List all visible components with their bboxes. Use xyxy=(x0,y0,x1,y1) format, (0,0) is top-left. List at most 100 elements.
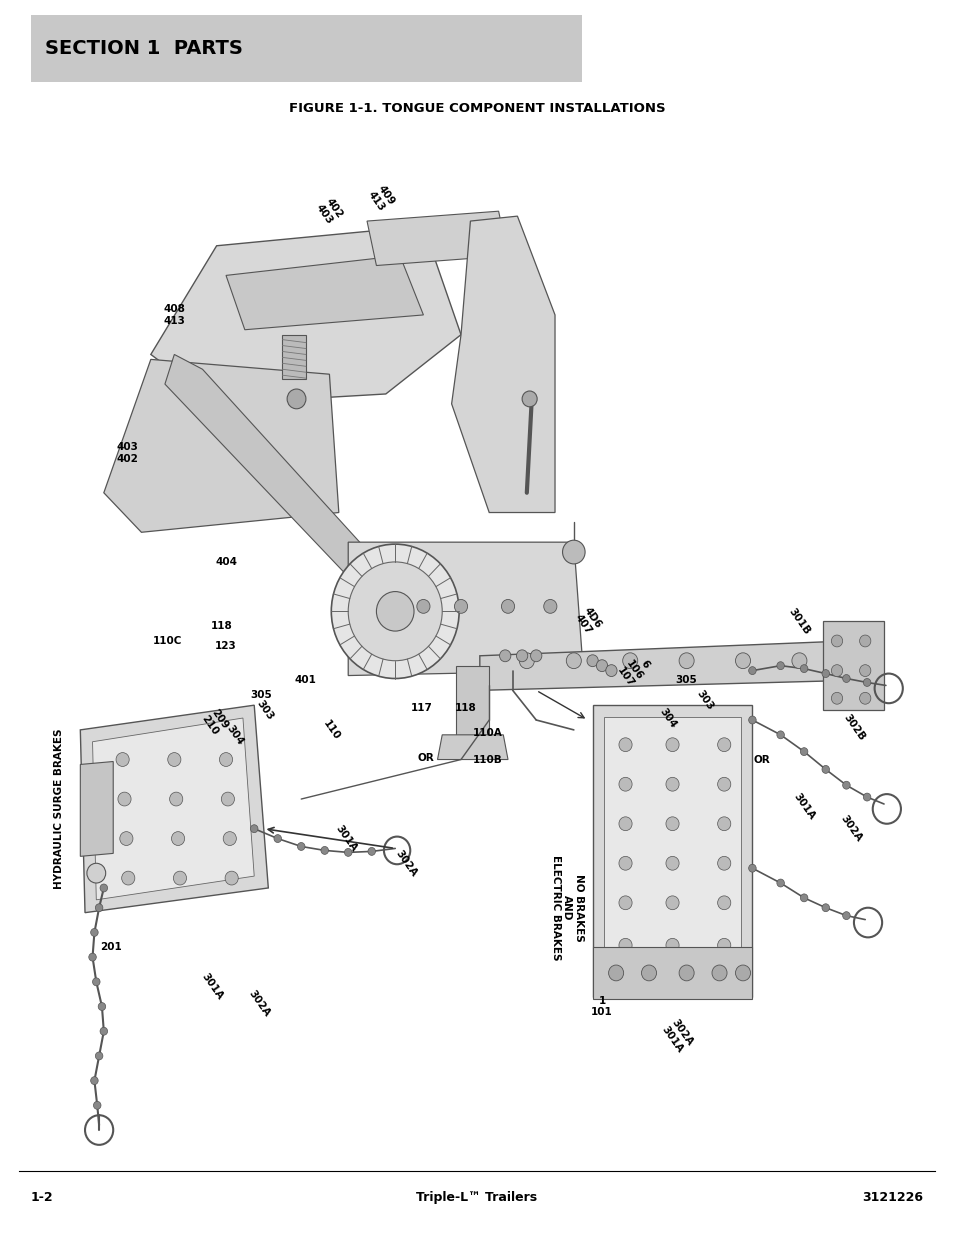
Polygon shape xyxy=(92,718,253,900)
Circle shape xyxy=(830,635,841,647)
Text: 302A: 302A xyxy=(394,848,418,878)
Text: Triple-L™ Trailers: Triple-L™ Trailers xyxy=(416,1192,537,1204)
Circle shape xyxy=(344,848,352,856)
Circle shape xyxy=(665,939,679,952)
Circle shape xyxy=(331,545,458,678)
Circle shape xyxy=(223,831,236,846)
Text: FIGURE 1-1. TONGUE COMPONENT INSTALLATIONS: FIGURE 1-1. TONGUE COMPONENT INSTALLATIO… xyxy=(289,103,664,115)
Circle shape xyxy=(172,831,185,846)
Circle shape xyxy=(717,737,730,752)
Text: 302A
301A: 302A 301A xyxy=(659,1018,694,1055)
Circle shape xyxy=(618,965,632,979)
Circle shape xyxy=(219,752,233,767)
Polygon shape xyxy=(437,735,508,760)
Polygon shape xyxy=(592,705,752,997)
Polygon shape xyxy=(80,705,268,913)
Circle shape xyxy=(665,895,679,910)
Circle shape xyxy=(95,904,103,911)
Circle shape xyxy=(776,879,783,887)
Text: 110: 110 xyxy=(320,718,341,742)
Polygon shape xyxy=(451,216,555,513)
Circle shape xyxy=(859,693,870,704)
Text: 302B: 302B xyxy=(841,713,865,743)
Circle shape xyxy=(640,965,656,981)
Circle shape xyxy=(92,978,100,986)
Text: 301B: 301B xyxy=(786,606,811,636)
Text: NO BRAKES
AND
ELECTRIC BRAKES: NO BRAKES AND ELECTRIC BRAKES xyxy=(550,855,583,961)
Circle shape xyxy=(89,953,96,961)
Polygon shape xyxy=(151,226,460,404)
Circle shape xyxy=(735,653,750,668)
Circle shape xyxy=(717,895,730,910)
Circle shape xyxy=(122,871,134,885)
Text: 1
101: 1 101 xyxy=(591,995,612,1018)
Circle shape xyxy=(717,939,730,952)
Circle shape xyxy=(596,659,607,672)
Circle shape xyxy=(830,664,841,677)
Text: 110C: 110C xyxy=(152,636,182,646)
Circle shape xyxy=(618,939,632,952)
Circle shape xyxy=(711,965,726,981)
Circle shape xyxy=(748,864,756,872)
Circle shape xyxy=(800,664,807,673)
Circle shape xyxy=(320,846,328,855)
Circle shape xyxy=(93,1102,101,1109)
Text: 1-2: 1-2 xyxy=(30,1192,53,1204)
Circle shape xyxy=(679,965,694,981)
Circle shape xyxy=(454,599,467,614)
Text: 408
413: 408 413 xyxy=(163,304,185,326)
Circle shape xyxy=(287,389,306,409)
Text: 301A: 301A xyxy=(199,972,224,1002)
Circle shape xyxy=(821,766,828,773)
Text: 110B: 110B xyxy=(472,755,501,764)
Circle shape xyxy=(776,731,783,739)
Text: 123: 123 xyxy=(215,641,236,651)
Circle shape xyxy=(297,842,305,851)
Polygon shape xyxy=(367,211,508,266)
Circle shape xyxy=(717,856,730,871)
Text: 303: 303 xyxy=(695,688,715,713)
Circle shape xyxy=(679,653,694,668)
Circle shape xyxy=(862,678,870,687)
Circle shape xyxy=(100,1028,108,1035)
Circle shape xyxy=(379,599,392,614)
Circle shape xyxy=(665,777,679,792)
Polygon shape xyxy=(165,354,404,611)
Circle shape xyxy=(841,674,849,683)
Polygon shape xyxy=(592,947,752,999)
Circle shape xyxy=(859,635,870,647)
Polygon shape xyxy=(104,359,338,532)
Text: 209
210: 209 210 xyxy=(199,706,230,737)
Text: 3121226: 3121226 xyxy=(862,1192,923,1204)
Text: 402
403: 402 403 xyxy=(314,196,344,226)
Circle shape xyxy=(622,653,637,668)
Circle shape xyxy=(416,599,430,614)
Polygon shape xyxy=(282,335,306,379)
Circle shape xyxy=(530,650,541,662)
Circle shape xyxy=(543,599,557,614)
Circle shape xyxy=(841,782,849,789)
Circle shape xyxy=(665,816,679,831)
Polygon shape xyxy=(456,666,489,740)
Circle shape xyxy=(91,1077,98,1084)
Text: 404: 404 xyxy=(214,557,236,567)
Circle shape xyxy=(717,965,730,979)
Text: 301A: 301A xyxy=(334,824,358,853)
Text: SECTION 1  PARTS: SECTION 1 PARTS xyxy=(45,40,242,58)
Circle shape xyxy=(618,895,632,910)
FancyBboxPatch shape xyxy=(30,16,581,83)
Text: 302A: 302A xyxy=(236,988,272,1025)
Text: 118: 118 xyxy=(211,621,232,631)
Circle shape xyxy=(95,1052,103,1060)
Circle shape xyxy=(605,664,617,677)
Circle shape xyxy=(586,655,598,667)
Text: 301A: 301A xyxy=(791,792,816,823)
Circle shape xyxy=(499,650,510,662)
Circle shape xyxy=(251,825,257,832)
Text: 403
402: 403 402 xyxy=(116,442,138,464)
Text: 401: 401 xyxy=(294,676,316,685)
Circle shape xyxy=(821,904,828,911)
Text: 304: 304 xyxy=(225,722,246,747)
Circle shape xyxy=(518,653,534,668)
Circle shape xyxy=(368,847,375,856)
